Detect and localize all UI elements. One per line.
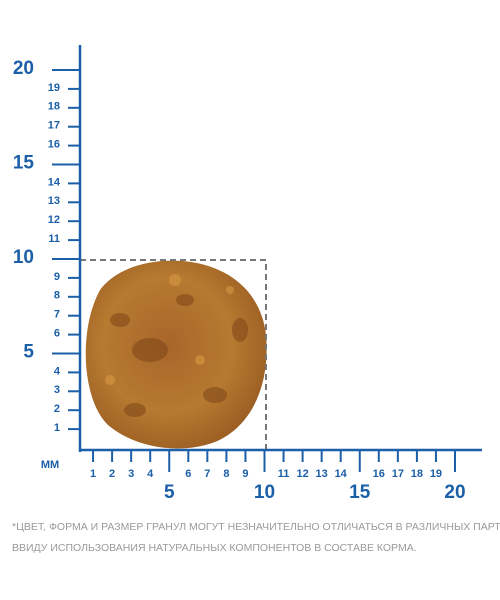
x-tick-label: 3: [128, 468, 134, 480]
x-tick-label: 4: [147, 468, 154, 480]
kibble-texture: [110, 294, 248, 417]
x-tick-label: 2: [109, 468, 115, 480]
y-tick-label: 12: [48, 214, 60, 226]
x-tick-label: 20: [444, 482, 465, 503]
y-tick-label: 2: [54, 403, 60, 415]
x-tick-label: 11: [278, 468, 290, 480]
kibble: [85, 260, 267, 449]
x-tick-label: 17: [392, 468, 404, 480]
y-tick-label: 1: [54, 422, 60, 434]
y-tick-label: 9: [54, 271, 60, 283]
y-tick-label: 13: [48, 195, 60, 207]
x-tick-label: 6: [185, 468, 191, 480]
y-tick-label: 3: [54, 384, 60, 396]
x-tick-label: 18: [411, 468, 423, 480]
x-tick-label: 19: [430, 468, 442, 480]
y-tick-label: 20: [13, 58, 34, 79]
unit-label: ММ: [41, 459, 59, 471]
y-tick-label: 17: [48, 120, 60, 132]
y-tick-label: 6: [54, 328, 60, 340]
y-tick-label: 15: [13, 153, 35, 174]
x-tick-label: 5: [164, 482, 175, 503]
size-box: [80, 259, 267, 450]
y-tick-label: 4: [54, 365, 61, 377]
y-tick-label: 11: [48, 233, 60, 245]
x-tick-label: 8: [223, 468, 229, 480]
note-line: *ЦВЕТ, ФОРМА И РАЗМЕР ГРАНУЛ МОГУТ НЕЗНА…: [12, 521, 500, 533]
y-tick-label: 18: [48, 101, 60, 113]
x-tick-label: 13: [316, 468, 328, 480]
x-tick-label: 15: [349, 482, 371, 503]
y-tick-label: 10: [13, 247, 34, 268]
x-tick-label: 1: [90, 468, 96, 480]
y-tick-label: 19: [48, 82, 60, 94]
y-tick-label: 16: [48, 139, 60, 151]
y-tick-label: 8: [54, 290, 60, 302]
y-tick-label: 14: [48, 176, 61, 188]
x-tick-label: 10: [254, 482, 275, 503]
x-tick-label: 12: [296, 468, 308, 480]
x-tick-label: 14: [335, 468, 348, 480]
note-line: ВВИДУ ИСПОЛЬЗОВАНИЯ НАТУРАЛЬНЫХ КОМПОНЕН…: [12, 542, 417, 554]
x-tick-label: 16: [373, 468, 385, 480]
y-tick-label: 5: [23, 342, 34, 363]
x-tick-label: 9: [242, 468, 248, 480]
kibble-highlights: [105, 274, 234, 385]
x-tick-label: 7: [204, 468, 210, 480]
y-tick-label: 7: [54, 309, 60, 321]
